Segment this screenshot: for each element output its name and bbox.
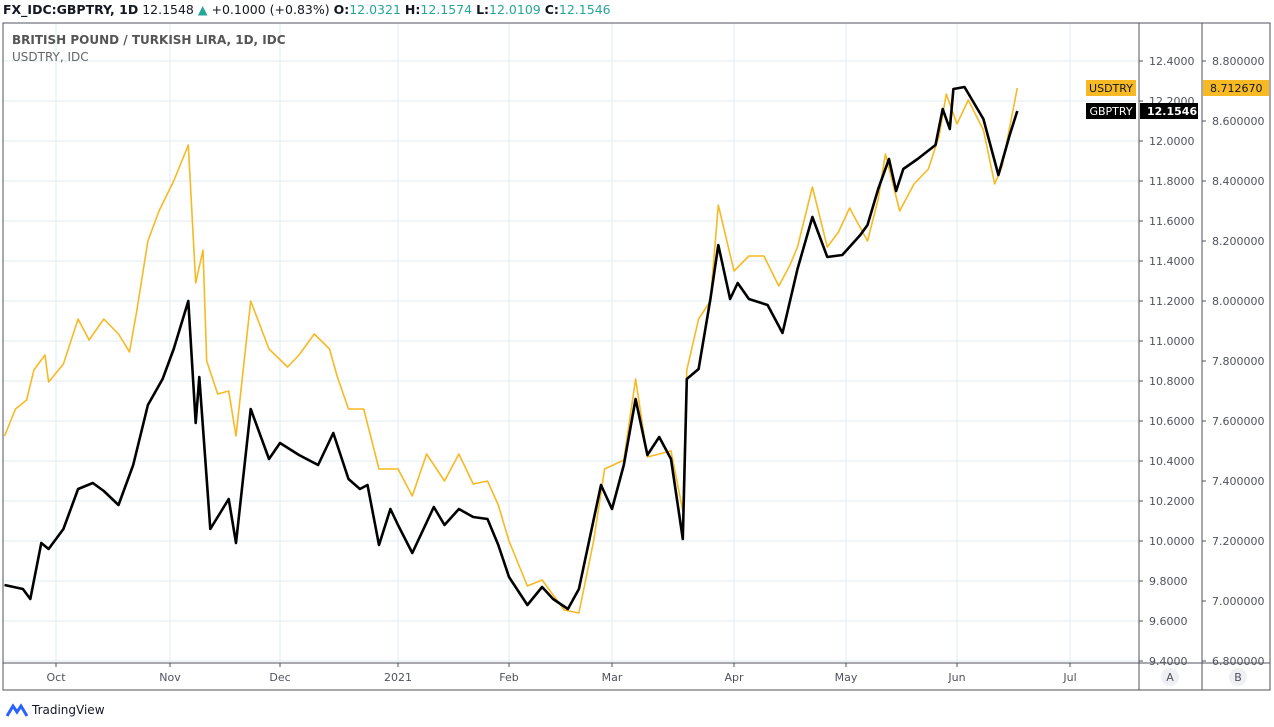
axis-a-tick-label: 9.6000 [1149, 615, 1188, 628]
axis-b-tick-label: 7.800000 [1212, 355, 1265, 368]
symbol-name[interactable]: FX_IDC:GBPTRY, 1D [3, 2, 139, 17]
axis-b-tick-label: 8.800000 [1212, 55, 1265, 68]
low-value: 12.0109 [489, 2, 541, 17]
last-value-label: 8.712670 [1210, 82, 1263, 95]
last-price: 12.1548 [142, 2, 194, 17]
brand-name: TradingView [32, 703, 105, 717]
high-label: H: [404, 2, 421, 17]
series-name-badge [1086, 103, 1136, 119]
x-tick-label: Jul [1062, 671, 1076, 684]
tradingview-logo-icon [6, 703, 28, 717]
axis-a-tick-label: 9.8000 [1149, 575, 1188, 588]
up-arrow-icon: ▲ [197, 2, 208, 17]
series-name-label: USDTRY [1089, 82, 1133, 95]
axis-b-tick-label: 7.400000 [1212, 475, 1265, 488]
chart-title: BRITISH POUND / TURKISH LIRA, 1D, IDC [12, 33, 286, 47]
axis-a-tick-label: 10.8000 [1149, 375, 1195, 388]
series-name-label: GBPTRY [1089, 105, 1132, 118]
axis-scale-label: A [1166, 671, 1174, 684]
axis-a-tick-label: 11.0000 [1149, 335, 1195, 348]
x-tick-label: Oct [46, 671, 66, 684]
x-tick-label: Nov [159, 671, 181, 684]
low-label: L: [476, 2, 490, 17]
axis-scale-button [1161, 668, 1179, 686]
axis-b-tick-label: 6.800000 [1212, 655, 1265, 668]
high-value: 12.1574 [420, 2, 473, 17]
x-tick-label: Jun [947, 671, 965, 684]
last-value-label: 12.1546 [1147, 105, 1197, 118]
x-tick-label: Apr [724, 671, 744, 684]
tradingview-logo[interactable]: TradingView [6, 703, 105, 717]
open-value: 12.0321 [349, 2, 401, 17]
axis-a-tick-label: 10.6000 [1149, 415, 1195, 428]
series-line-gbptry [4, 85, 1019, 611]
axis-a-tick-label: 11.8000 [1149, 175, 1195, 188]
last-value-badge [1203, 80, 1269, 96]
x-tick-label: 2021 [384, 671, 412, 684]
axis-scale-label: B [1234, 671, 1242, 684]
price-change: +0.1000 (+0.83%) [211, 2, 330, 17]
axis-a-tick-label: 12.4000 [1149, 55, 1195, 68]
axis-b-tick-label: 8.400000 [1212, 175, 1265, 188]
axis-a-tick-label: 10.4000 [1149, 455, 1195, 468]
x-tick-label: Feb [499, 671, 518, 684]
axis-a-tick-label: 9.4000 [1149, 655, 1188, 668]
axis-a-tick-label: 11.4000 [1149, 255, 1195, 268]
axis-a-tick-label: 11.6000 [1149, 215, 1195, 228]
close-value: 12.1546 [558, 2, 611, 17]
series-line-usdtry [3, 87, 1019, 614]
axis-b-tick-label: 8.000000 [1212, 295, 1265, 308]
chart-subtitle: USDTRY, IDC [12, 50, 89, 64]
x-tick-label: May [835, 671, 858, 684]
axis-b-tick-label: 7.600000 [1212, 415, 1265, 428]
axis-scale-button [1229, 668, 1247, 686]
axis-a-tick-label: 12.0000 [1149, 135, 1195, 148]
x-tick-label: Mar [602, 671, 623, 684]
axis-b-tick-label: 7.000000 [1212, 595, 1265, 608]
axis-a-tick-label: 11.2000 [1149, 295, 1195, 308]
x-tick-label: Dec [269, 671, 290, 684]
axis-b-tick-label: 7.200000 [1212, 535, 1265, 548]
chart-frame [2, 22, 1271, 691]
axis-b-tick-label: 8.200000 [1212, 235, 1265, 248]
axis-a-tick-label: 10.0000 [1149, 535, 1195, 548]
series-name-badge [1086, 80, 1136, 96]
close-label: C: [544, 2, 559, 17]
open-label: O: [333, 2, 350, 17]
last-value-badge [1140, 103, 1198, 119]
symbol-header: FX_IDC:GBPTRY, 1D 12.1548 ▲ +0.1000 (+0.… [3, 2, 611, 17]
axis-a-tick-label: 10.2000 [1149, 495, 1195, 508]
axis-b-tick-label: 8.600000 [1212, 115, 1265, 128]
